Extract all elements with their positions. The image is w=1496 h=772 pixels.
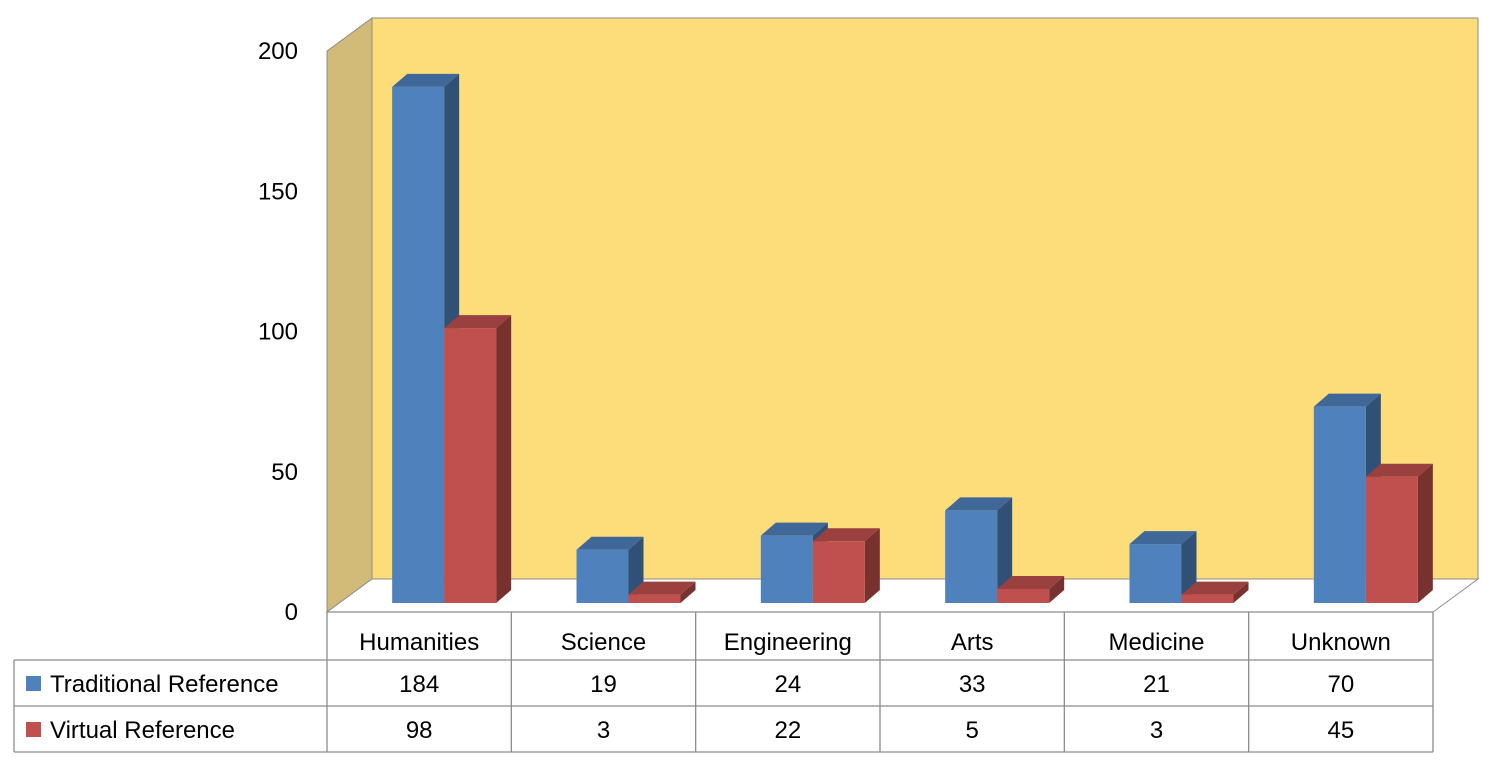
bar-side — [1417, 463, 1433, 603]
y-tick-label: 0 — [285, 599, 298, 626]
data-label: 98 — [406, 717, 433, 744]
bars — [392, 73, 1433, 603]
data-label: 184 — [399, 671, 439, 698]
data-label: 24 — [774, 671, 801, 698]
data-label: 33 — [959, 671, 986, 698]
back-wall — [371, 17, 1479, 580]
x-category-label: Engineering — [724, 629, 852, 656]
bar-front — [392, 86, 445, 603]
bar-top — [1129, 531, 1197, 545]
legend-swatch — [26, 722, 41, 737]
bar-side — [864, 528, 880, 603]
x-category-label: Humanities — [359, 629, 479, 656]
bar-front — [628, 594, 681, 603]
bar — [392, 73, 460, 603]
bar — [997, 575, 1065, 603]
bar-top — [628, 581, 696, 595]
bar-top — [812, 528, 880, 542]
bar-front — [997, 588, 1050, 603]
bar-front — [1129, 544, 1182, 603]
bar-side — [1233, 581, 1249, 603]
legend-label: Traditional Reference — [50, 671, 279, 698]
bar-top — [1365, 463, 1433, 477]
bar-front — [1181, 594, 1234, 603]
bar — [1181, 581, 1249, 603]
legend-swatch — [26, 676, 41, 691]
side-wall — [326, 17, 373, 613]
data-label: 70 — [1327, 671, 1354, 698]
bar-top — [392, 73, 460, 87]
data-label: 5 — [965, 717, 978, 744]
bar-top — [444, 315, 512, 329]
x-category-label: Science — [561, 629, 646, 656]
bar-top — [1313, 393, 1381, 407]
bar-front — [1365, 476, 1418, 603]
bar-top — [576, 536, 644, 550]
y-tick-label: 150 — [258, 178, 298, 205]
legend-label: Virtual Reference — [50, 717, 235, 744]
data-table: Humanities Science Engineering Arts Medicine… — [13, 611, 1434, 753]
data-label: 3 — [597, 717, 610, 744]
bar-side — [680, 581, 696, 603]
bar-front — [760, 535, 813, 603]
bar-front — [1313, 406, 1366, 603]
y-tick-label: 50 — [271, 459, 298, 486]
bar-front — [812, 541, 865, 603]
bar-top — [997, 575, 1065, 589]
bar-front — [576, 549, 629, 603]
bar-side — [997, 497, 1013, 603]
y-axis: 0 50 100 150 200 — [258, 38, 298, 626]
bar-top — [760, 522, 828, 536]
bar — [444, 315, 512, 603]
data-label: 19 — [590, 671, 617, 698]
bar — [1129, 531, 1197, 603]
data-label: 45 — [1327, 717, 1354, 744]
bar — [628, 581, 696, 603]
bar — [812, 528, 880, 603]
bar — [1365, 463, 1433, 603]
bar-top — [945, 497, 1013, 511]
x-category-label: Unknown — [1291, 629, 1391, 656]
bar-side — [1049, 575, 1065, 603]
bar — [576, 536, 644, 603]
bar-side — [496, 315, 512, 603]
x-category-label: Arts — [951, 629, 994, 656]
y-tick-label: 100 — [258, 319, 298, 346]
bar — [945, 497, 1013, 603]
bar-front — [444, 328, 497, 603]
bar-front — [945, 510, 998, 603]
y-tick-label: 200 — [258, 38, 298, 65]
x-category-label: Medicine — [1108, 629, 1204, 656]
data-label: 22 — [774, 717, 801, 744]
data-label: 21 — [1143, 671, 1170, 698]
bar-top — [1181, 581, 1249, 595]
data-label: 3 — [1150, 717, 1163, 744]
